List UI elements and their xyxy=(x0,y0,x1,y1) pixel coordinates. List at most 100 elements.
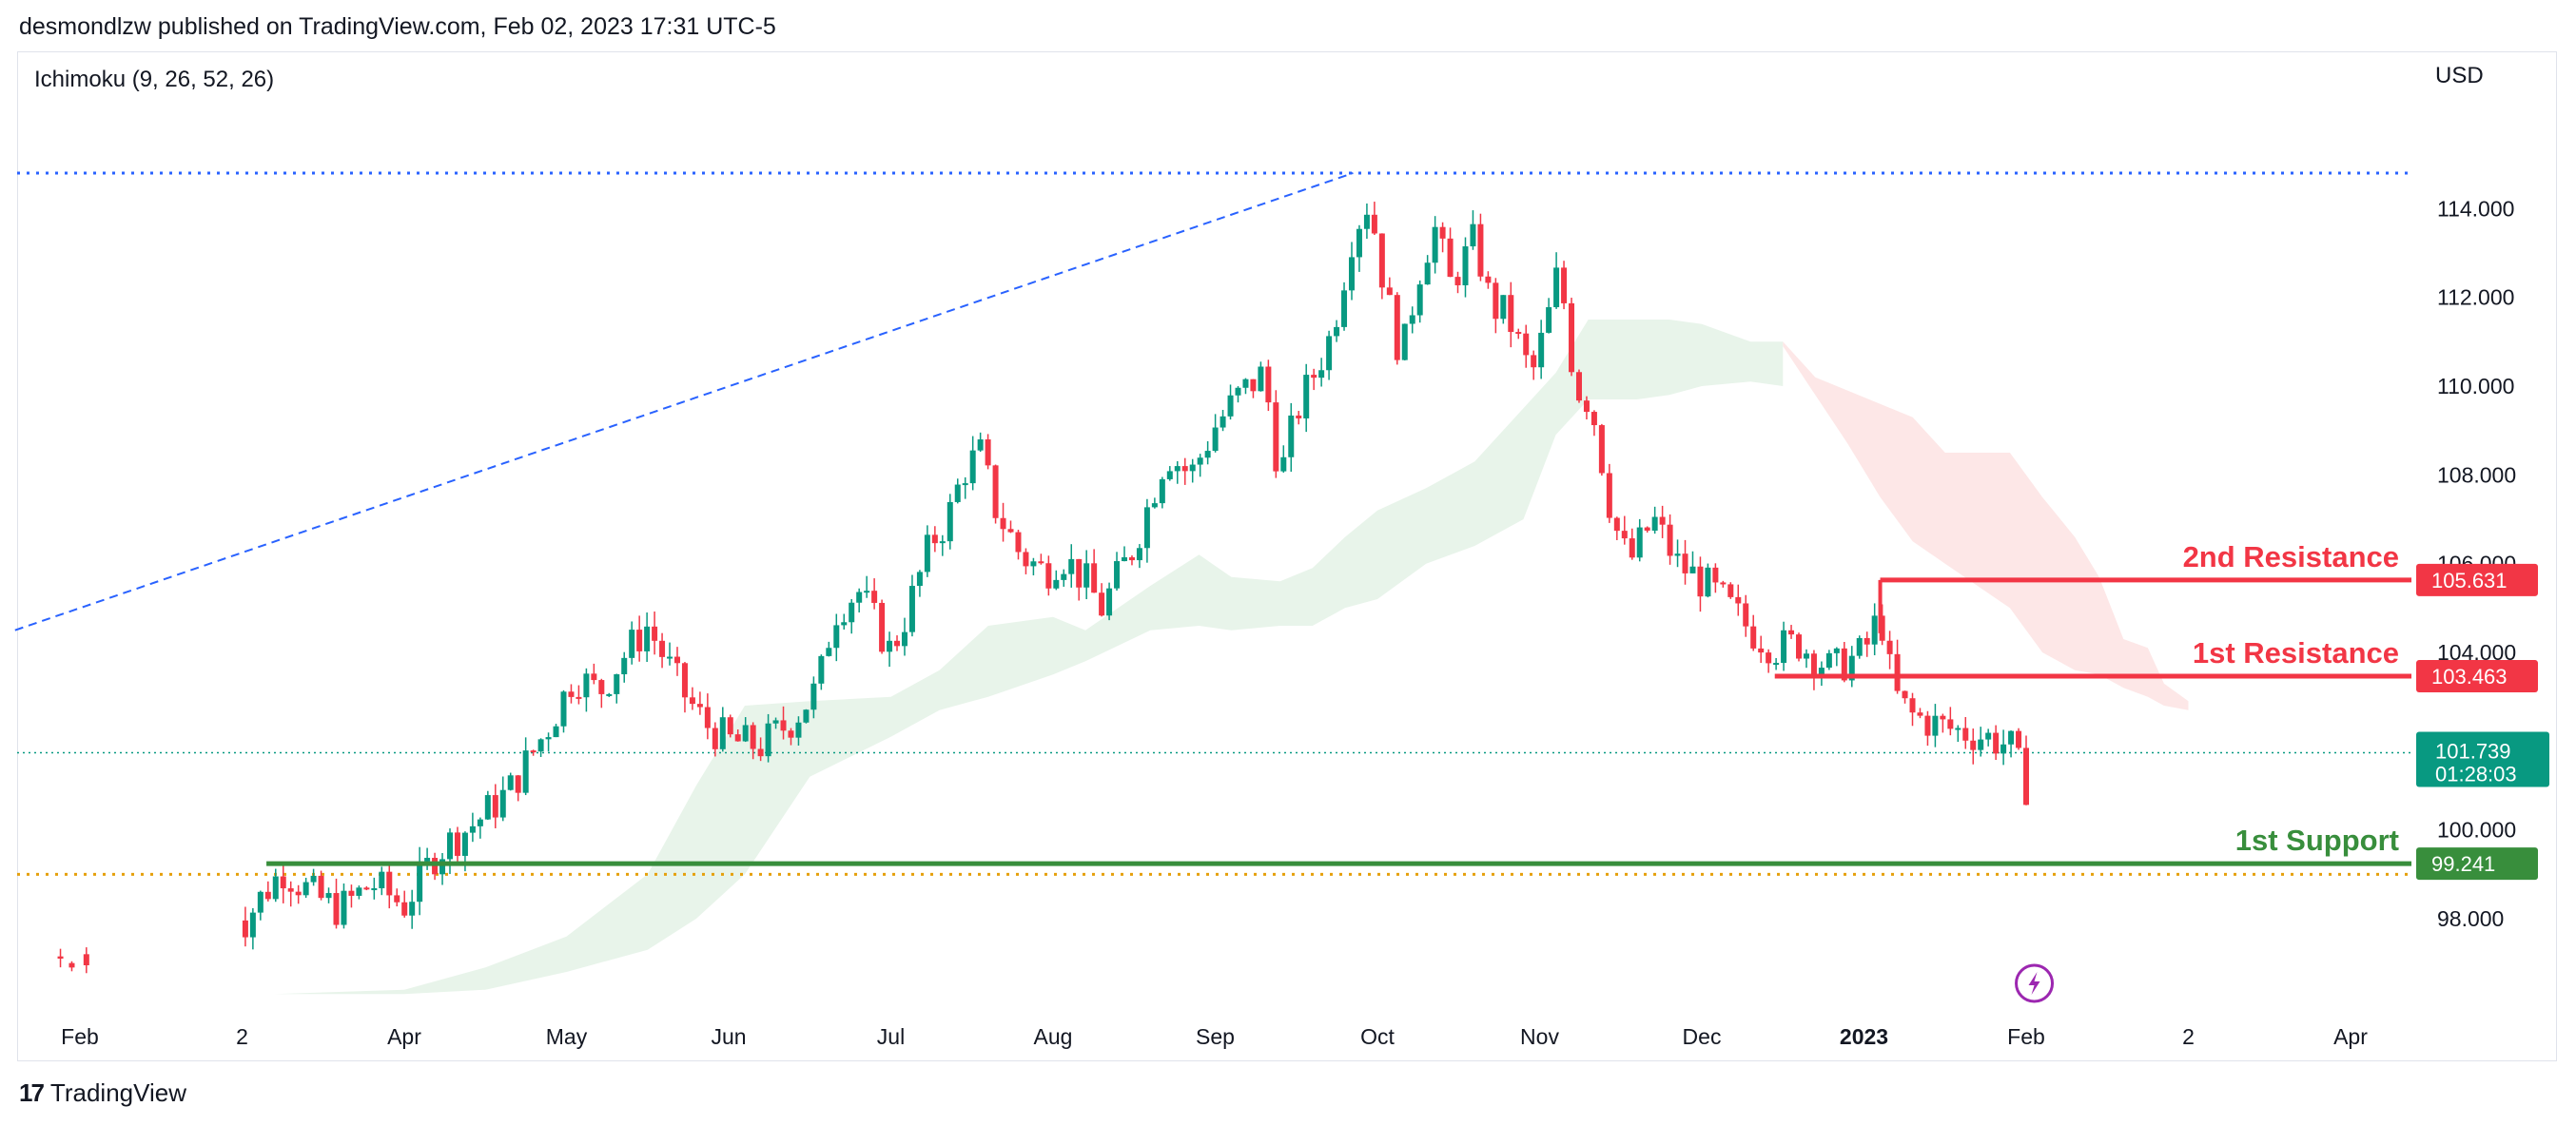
candle xyxy=(969,450,976,484)
level-label: 1st Resistance xyxy=(2193,636,2399,670)
candle xyxy=(1061,573,1067,580)
candle xyxy=(689,697,695,705)
candle xyxy=(257,891,263,913)
candle xyxy=(1326,336,1333,371)
candle xyxy=(719,717,726,749)
candle xyxy=(553,726,559,738)
candle xyxy=(1962,728,1969,741)
candle xyxy=(1955,728,1961,730)
candle xyxy=(1363,214,1370,229)
footer[interactable]: 17 TradingView xyxy=(19,1078,186,1108)
candle xyxy=(1273,402,1279,472)
candle xyxy=(1128,557,1135,561)
candle xyxy=(1378,233,1385,288)
candle xyxy=(583,673,590,698)
x-tick-label: Nov xyxy=(1520,1024,1559,1049)
candle xyxy=(1083,563,1090,588)
candle xyxy=(1727,584,1734,597)
candle xyxy=(1682,553,1688,573)
candle xyxy=(734,734,741,742)
candle xyxy=(1712,567,1719,583)
candle xyxy=(652,626,658,641)
candle xyxy=(1076,558,1083,588)
candle xyxy=(1386,287,1393,296)
candle xyxy=(1864,637,1870,645)
candle xyxy=(1978,739,1984,750)
candle xyxy=(803,709,810,723)
candle xyxy=(1099,592,1105,616)
candle xyxy=(484,795,491,820)
x-tick-label: Jun xyxy=(711,1024,746,1049)
candle xyxy=(1538,332,1545,368)
currency-label[interactable]: USD xyxy=(2435,63,2484,88)
candle xyxy=(560,691,567,727)
candle xyxy=(1454,277,1461,285)
candle xyxy=(424,858,431,862)
candle xyxy=(1523,333,1530,356)
y-tick-label: 112.000 xyxy=(2437,285,2514,310)
candle xyxy=(659,640,666,657)
candle xyxy=(568,691,575,697)
candle xyxy=(1015,532,1022,553)
candle xyxy=(1606,473,1612,518)
candle xyxy=(1856,637,1863,656)
y-tick-label: 98.000 xyxy=(2437,906,2504,931)
candle xyxy=(644,626,651,651)
candle xyxy=(1590,412,1597,426)
candle xyxy=(1508,295,1514,333)
candle xyxy=(310,875,317,883)
candle xyxy=(1114,561,1121,589)
published-header: desmondlzw published on TradingView.com,… xyxy=(19,13,776,40)
candle xyxy=(1750,626,1757,649)
candle xyxy=(1796,634,1803,659)
candle xyxy=(1598,425,1605,474)
candle xyxy=(939,541,946,544)
candle xyxy=(280,876,286,889)
candle xyxy=(1766,652,1772,664)
level-label: 2nd Resistance xyxy=(2183,540,2399,573)
level-label: 1st Support xyxy=(2235,824,2399,857)
candle xyxy=(614,673,620,694)
candle xyxy=(871,591,878,603)
candle xyxy=(1788,630,1795,635)
candle xyxy=(1909,698,1916,713)
price-tag xyxy=(2416,847,2538,881)
candle xyxy=(810,683,817,710)
y-axis: 114.000112.000110.000108.000106.000104.0… xyxy=(2437,196,2516,931)
candle xyxy=(1924,715,1931,736)
candle xyxy=(1007,529,1014,533)
candle xyxy=(1174,466,1181,472)
candle xyxy=(2016,730,2022,748)
candle xyxy=(780,720,787,731)
x-tick-label: 2023 xyxy=(1840,1024,1888,1049)
candle xyxy=(1515,332,1522,335)
x-tick-label: Dec xyxy=(1683,1024,1722,1049)
tradingview-logo-icon: 17 xyxy=(19,1078,45,1107)
candle xyxy=(864,591,870,593)
candle xyxy=(371,888,378,891)
countdown-value: 01:28:03 xyxy=(2435,763,2517,786)
candle xyxy=(477,819,483,826)
x-tick-label: 2 xyxy=(2182,1024,2195,1049)
y-tick-label: 108.000 xyxy=(2437,462,2516,487)
candle xyxy=(1651,516,1658,531)
candle xyxy=(1569,302,1575,373)
candle xyxy=(401,902,408,916)
candle xyxy=(318,875,324,899)
price-tag-value: 103.463 xyxy=(2431,665,2508,689)
candle xyxy=(1038,561,1044,564)
candle xyxy=(249,912,256,938)
candle xyxy=(742,725,749,742)
candle xyxy=(1531,355,1537,368)
candle xyxy=(849,602,855,623)
candle xyxy=(432,858,439,875)
candle xyxy=(765,723,771,757)
candle xyxy=(1667,524,1673,556)
x-tick-label: Jul xyxy=(877,1024,905,1049)
candle xyxy=(356,887,362,896)
candle xyxy=(242,920,248,938)
indicator-legend[interactable]: Ichimoku (9, 26, 52, 26) xyxy=(34,67,275,92)
candle xyxy=(1621,531,1628,539)
candle xyxy=(712,728,718,749)
